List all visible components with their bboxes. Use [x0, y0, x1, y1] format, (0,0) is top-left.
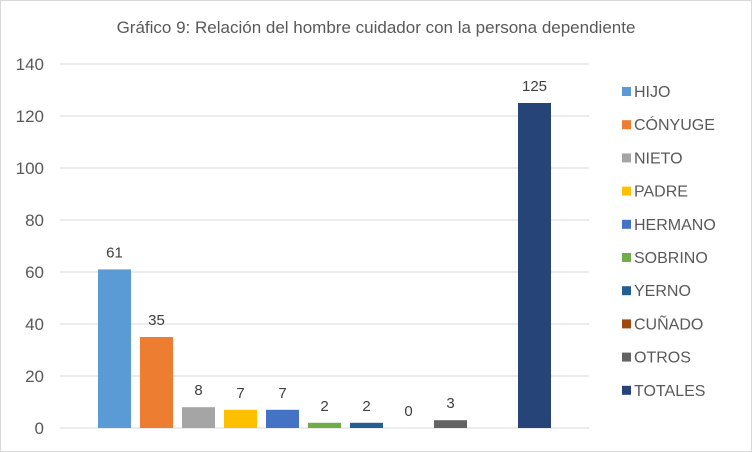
- legend-label: HERMANO: [634, 217, 716, 234]
- legend-swatch: [622, 385, 631, 395]
- legend-swatch: [622, 186, 631, 196]
- bar-cónyuge: [140, 337, 173, 428]
- y-tick-label: 140: [16, 55, 44, 74]
- data-label: 7: [236, 385, 244, 402]
- bar-sobrino: [308, 422, 341, 428]
- y-tick-label: 20: [25, 367, 44, 386]
- legend-swatch: [622, 352, 631, 362]
- legend-label: HIJO: [634, 84, 670, 101]
- data-label: 2: [362, 398, 370, 415]
- legend-swatch: [622, 286, 631, 296]
- legend-label: NIETO: [634, 150, 683, 167]
- legend-label: SOBRINO: [634, 250, 708, 267]
- bar-nieto: [182, 407, 215, 428]
- legend-label: YERNO: [634, 283, 691, 300]
- data-label: 35: [148, 312, 165, 329]
- bar-padre: [224, 409, 257, 428]
- legend-swatch: [622, 219, 631, 229]
- legend-label: CÓNYUGE: [634, 115, 715, 134]
- y-tick-label: 0: [35, 419, 44, 438]
- data-label: 61: [106, 244, 123, 261]
- data-label: 0: [404, 403, 412, 420]
- data-label: 2: [320, 398, 328, 415]
- legend-swatch: [622, 87, 631, 96]
- y-tick-label: 60: [25, 263, 44, 282]
- y-tick-label: 100: [16, 159, 44, 178]
- chart-title: Gráfico 9: Relación del hombre cuidador …: [116, 18, 636, 37]
- legend-label: OTROS: [634, 350, 691, 367]
- bar-hermano: [266, 409, 299, 428]
- y-tick-label: 40: [25, 315, 44, 334]
- data-label: 7: [278, 385, 286, 402]
- legend-swatch: [622, 120, 631, 130]
- bar-hijo: [98, 269, 131, 428]
- y-tick-label: 120: [16, 107, 44, 126]
- bar-yerno: [350, 422, 383, 428]
- data-label: 3: [446, 395, 454, 412]
- y-tick-label: 80: [25, 211, 44, 230]
- legend-swatch: [622, 153, 631, 163]
- legend-swatch: [622, 319, 631, 329]
- legend-swatch: [622, 253, 631, 262]
- data-label: 8: [194, 382, 202, 399]
- data-label: 125: [522, 78, 547, 95]
- legend-label: PADRE: [634, 184, 688, 201]
- bar-otros: [434, 420, 467, 428]
- bar-totales: [518, 103, 551, 428]
- legend-label: CUÑADO: [634, 313, 703, 333]
- legend-label: TOTALES: [634, 383, 705, 400]
